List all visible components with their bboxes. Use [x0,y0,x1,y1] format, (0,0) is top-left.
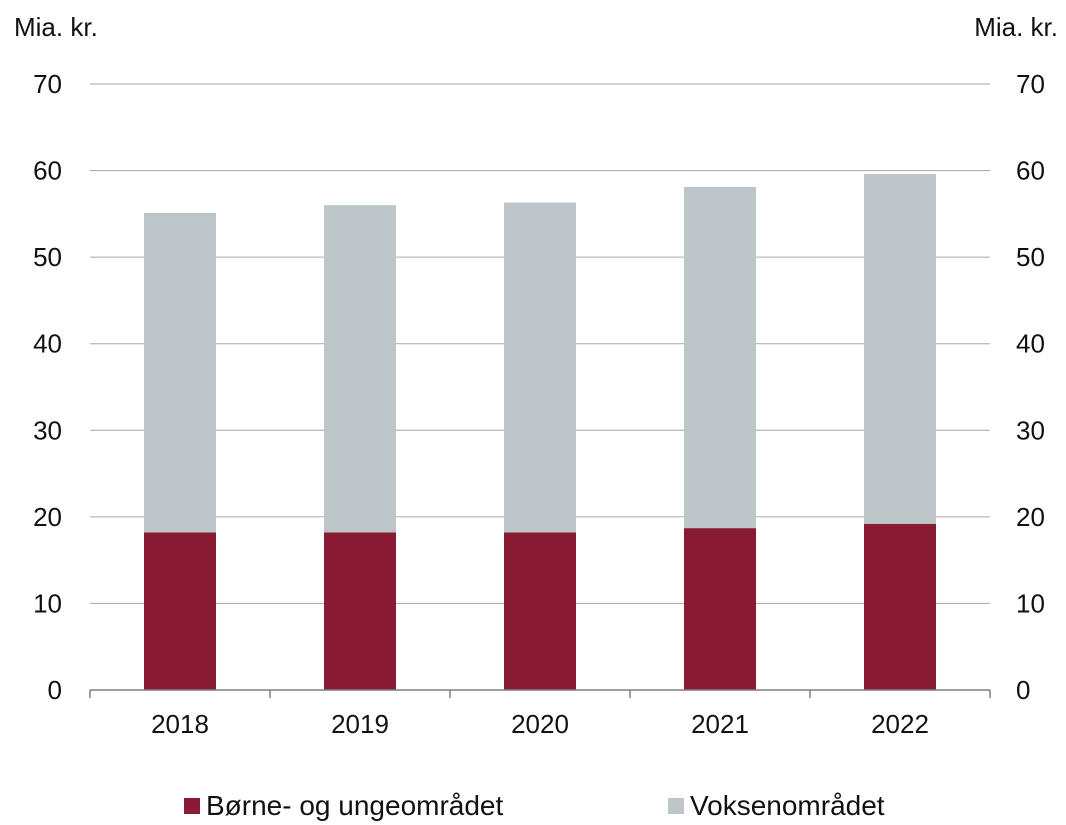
y-tick-label-left: 30 [33,415,62,445]
legend-label-voksenomradet: Voksenområdet [690,790,885,821]
legend-item-voksenomradet: Voksenområdet [668,790,885,822]
y-tick-label-left: 40 [33,329,62,359]
bar-segment-borne-og-ungeomradet [324,532,396,690]
y-tick-label-left: 20 [33,502,62,532]
y-axis-unit-left: Mia. kr. [14,12,98,42]
x-tick-label: 2020 [511,709,569,739]
legend-swatch-voksenomradet [668,798,684,814]
bar-segment-borne-og-ungeomradet [504,532,576,690]
bar-segment-borne-og-ungeomradet [144,532,216,690]
bar-segment-voksenomradet [324,205,396,533]
bar-segment-borne-og-ungeomradet [684,528,756,690]
x-tick-label: 2021 [691,709,749,739]
bar-segment-voksenomradet [504,202,576,533]
legend-swatch-borne-og-ungeomradet [184,798,200,814]
y-tick-label-right: 30 [1016,415,1045,445]
legend-item-borne-og-ungeomradet: Børne- og ungeområdet [184,790,503,822]
y-tick-label-left: 70 [33,69,62,99]
y-tick-label-left: 0 [48,675,62,705]
y-tick-label-left: 50 [33,242,62,272]
y-tick-label-right: 50 [1016,242,1045,272]
bar-segment-voksenomradet [684,187,756,529]
y-tick-label-left: 10 [33,588,62,618]
y-tick-label-right: 40 [1016,329,1045,359]
y-axis-unit-right: Mia. kr. [974,12,1058,42]
y-tick-label-right: 0 [1016,675,1030,705]
x-tick-label: 2019 [331,709,389,739]
bar-segment-borne-og-ungeomradet [864,523,936,690]
y-tick-label-right: 70 [1016,69,1045,99]
bar-segment-voksenomradet [864,174,936,524]
bar-segment-voksenomradet [144,212,216,533]
y-tick-label-left: 60 [33,156,62,186]
legend-label-borne-og-ungeomradet: Børne- og ungeområdet [206,790,504,821]
x-tick-label: 2022 [871,709,929,739]
x-tick-label: 2018 [151,709,209,739]
y-tick-label-right: 10 [1016,588,1045,618]
y-tick-label-right: 60 [1016,156,1045,186]
y-tick-label-right: 20 [1016,502,1045,532]
